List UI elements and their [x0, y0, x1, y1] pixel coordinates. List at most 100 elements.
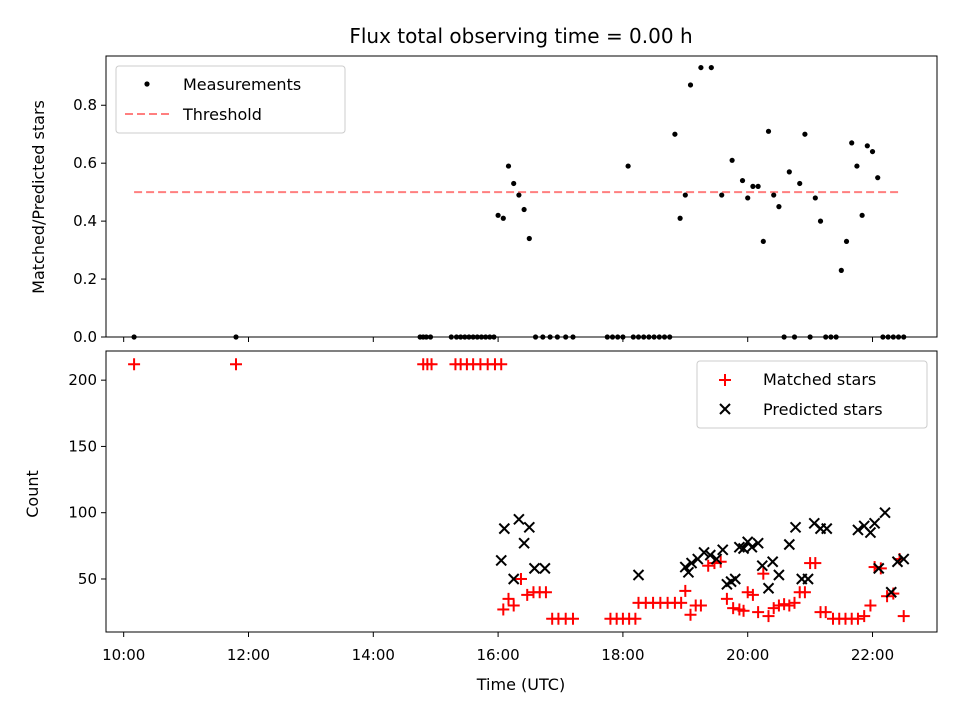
top-legend-box: [115, 65, 346, 134]
matched-star-point: [495, 358, 508, 371]
matched-star-point: [230, 358, 243, 371]
measurement-point: [511, 180, 517, 187]
measurement-point: [667, 334, 673, 340]
predicted-star-point: [513, 513, 525, 526]
predicted-star-point: [528, 562, 541, 575]
measurement-point: [462, 334, 468, 340]
measurement-point: [698, 64, 704, 71]
measurement-point: [672, 131, 678, 137]
measurement-point: [547, 334, 553, 340]
matched-star-point: [521, 588, 534, 601]
matched-star-point: [539, 586, 552, 599]
matched-star-point: [714, 555, 727, 568]
matched-star-point: [762, 610, 775, 623]
matched-star-point: [767, 602, 780, 615]
bottom-legend: Matched stars Predicted stars: [696, 360, 928, 429]
measurement-point: [781, 334, 787, 340]
predicted-star-point: [783, 538, 796, 551]
bottom-x-tick-label: 14:00: [352, 646, 395, 664]
matched-star-point: [727, 602, 740, 615]
measurement-point: [797, 180, 803, 187]
predicted-star-point: [523, 521, 536, 533]
bottom-x-tick-label: 10:00: [102, 646, 145, 664]
matched-star-point: [425, 358, 438, 371]
measurement-point: [453, 334, 460, 340]
measurement-point: [849, 140, 855, 146]
measurement-point: [615, 334, 621, 340]
legend-matched-marker: [719, 374, 731, 386]
bottom-x-tick-label: 18:00: [601, 646, 644, 664]
measurement-point: [875, 175, 881, 181]
top-y-tick-label: 0.2: [73, 270, 97, 288]
measurement-point: [526, 235, 532, 242]
matched-star-point: [798, 586, 811, 599]
legend-threshold-label: Threshold: [182, 105, 262, 124]
measurement-point: [885, 334, 891, 340]
predicted-star-point: [746, 541, 758, 553]
predicted-stars-points: [495, 507, 910, 598]
measurement-point: [687, 82, 694, 88]
top-y-tick-label: 0.0: [73, 328, 97, 346]
measurement-point: [474, 334, 480, 340]
measurement-point: [828, 334, 834, 340]
bottom-x-tick-label: 22:00: [851, 646, 894, 664]
predicted-star-point: [766, 556, 779, 568]
measurement-point: [890, 334, 896, 340]
bottom-x-tick-label: 12:00: [227, 646, 270, 664]
matched-star-point: [851, 612, 864, 625]
predicted-star-point: [729, 573, 741, 585]
bottom-y-tick-label: 100: [68, 504, 97, 522]
measurement-point: [791, 334, 798, 340]
measurement-point: [755, 183, 761, 189]
measurement-point: [745, 195, 751, 201]
measurement-point: [423, 334, 429, 340]
measurement-point: [540, 334, 546, 340]
measurement-point: [708, 64, 714, 71]
bottom-x-tick-label: 16:00: [476, 646, 519, 664]
bottom-legend-box: [696, 360, 928, 429]
predicted-star-point: [898, 553, 910, 565]
measurement-point: [682, 192, 688, 198]
measurement-point: [739, 177, 746, 184]
predicted-star-point: [682, 566, 695, 579]
measurement-point: [521, 206, 527, 213]
top-y-ticks: 0.0 0.2 0.4 0.6 0.8: [73, 96, 106, 346]
predicted-star-point: [679, 561, 692, 573]
measurement-point: [776, 204, 782, 210]
predicted-star-point: [756, 560, 768, 572]
matched-star-point: [874, 562, 887, 575]
predicted-star-point: [868, 517, 881, 530]
matched-star-point: [629, 612, 642, 625]
legend-measurements-label: Measurements: [183, 75, 301, 94]
measurement-point: [630, 334, 636, 340]
measurement-point: [532, 334, 539, 340]
measurement-point: [570, 334, 576, 340]
legend-predicted-marker: [719, 403, 731, 415]
predicted-star-point: [498, 522, 511, 535]
legend-matched-label: Matched stars: [763, 370, 876, 389]
matched-star-point: [778, 598, 791, 611]
measurement-point: [487, 334, 493, 340]
measurement-point: [765, 128, 772, 134]
bottom-y-tick-label: 50: [78, 570, 97, 588]
measurement-point: [812, 195, 818, 201]
matched-star-point: [746, 588, 759, 601]
predicted-star-point: [752, 537, 764, 549]
predicted-star-point: [717, 544, 729, 556]
measurement-point: [604, 334, 610, 340]
measurement-point: [677, 215, 683, 221]
measurement-point: [131, 334, 137, 340]
bottom-y-ticks: 50 100 150 200: [68, 371, 106, 588]
legend-predicted-label: Predicted stars: [763, 400, 883, 419]
predicted-star-point: [873, 562, 885, 575]
measurement-point: [554, 334, 560, 340]
predicted-star-point: [632, 569, 645, 581]
predicted-star-point: [885, 586, 897, 598]
top-plot-area: [105, 55, 938, 338]
predicted-star-point: [789, 521, 802, 533]
measurement-point: [901, 334, 907, 340]
predicted-star-point: [518, 537, 530, 549]
predicted-star-point: [704, 549, 716, 561]
measurement-point: [491, 334, 497, 340]
measurement-point: [895, 334, 902, 340]
